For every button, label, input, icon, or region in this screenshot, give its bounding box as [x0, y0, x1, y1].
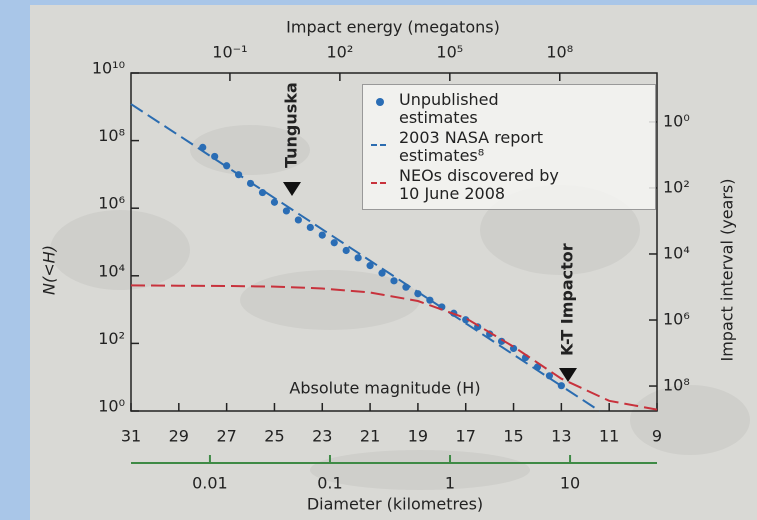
diameter-axis-label: Diameter (kilometres): [307, 495, 483, 514]
y-axis-label: N(<H): [40, 245, 59, 295]
y2-tick-label: 10⁸: [663, 376, 690, 395]
legend-marker: [369, 131, 391, 149]
x-tick-label: 13: [551, 427, 571, 446]
x-tick-label: 17: [456, 427, 476, 446]
x-tick-label: 25: [264, 427, 284, 446]
diameter-tick-label: 1: [445, 474, 455, 493]
y-tick-label: 10⁸: [98, 126, 125, 145]
top-tick-label: 10⁻¹: [212, 43, 247, 62]
data-point: [271, 199, 278, 206]
diameter-tick-label: 10: [560, 474, 580, 493]
legend-label: 2003 NASA report estimates⁸: [399, 129, 569, 165]
annotation: Tunguska: [282, 82, 301, 168]
y2-axis-label: Impact interval (years): [718, 178, 737, 361]
chart: 10⁰ 10² 10⁴ 10⁶ 10⁸ 10¹⁰ N(<H) 10⁰ 10² 10⁴ 10⁶ 10⁸ I…: [0, 0, 757, 520]
y-tick-label: 10⁶: [98, 194, 125, 213]
top-axis-label: Impact energy (megatons): [286, 18, 500, 37]
page: 10⁰ 10² 10⁴ 10⁶ 10⁸ 10¹⁰ N(<H) 10⁰ 10² 10⁴ 10⁶ 10⁸ I…: [0, 0, 757, 520]
x-tick-label: 11: [599, 427, 619, 446]
legend-label: NEOs discovered by 10 June 2008: [399, 167, 569, 203]
diameter-tick-label: 0.01: [192, 474, 228, 493]
legend-marker: [369, 93, 391, 111]
top-tick-label: 10⁸: [546, 43, 573, 62]
x-tick-label: 9: [652, 427, 662, 446]
y-tick-label: 10¹⁰: [92, 59, 125, 78]
y2-tick-label: 10⁰: [663, 111, 690, 130]
legend-marker: [369, 169, 391, 187]
x-tick-label: 15: [503, 427, 523, 446]
data-point: [295, 216, 302, 223]
diameter-tick-label: 0.1: [317, 474, 342, 493]
y-tick-label: 10⁰: [98, 397, 125, 416]
y-tick-label: 10²: [98, 329, 125, 348]
x-tick-label: 23: [312, 427, 332, 446]
legend-label: Unpublished estimates: [399, 91, 569, 127]
top-tick-label: 10⁵: [436, 43, 463, 62]
y-tick-label: 10⁴: [98, 261, 125, 280]
x-tick-label: 29: [169, 427, 189, 446]
legend-entry: 2003 NASA report estimates⁸: [369, 129, 649, 165]
data-point: [307, 224, 314, 231]
data-point: [319, 232, 326, 239]
x-tick-label: 27: [216, 427, 236, 446]
data-point: [390, 277, 397, 284]
legend-dot: [376, 98, 384, 106]
annotation: K-T Impactor: [558, 243, 577, 356]
y2-tick-label: 10⁶: [663, 310, 690, 329]
x-axis-label: Absolute magnitude (H): [289, 379, 480, 398]
x-tick-label: 19: [408, 427, 428, 446]
top-tick-label: 10²: [326, 43, 353, 62]
legend-entry: NEOs discovered by 10 June 2008: [369, 167, 649, 203]
legend-entry: Unpublished estimates: [369, 91, 649, 127]
y2-tick-label: 10⁴: [663, 243, 690, 262]
data-point: [343, 247, 350, 254]
x-tick-label: 21: [360, 427, 380, 446]
data-point: [355, 254, 362, 261]
data-point: [331, 239, 338, 246]
y2-tick-label: 10²: [663, 177, 690, 196]
x-tick-label: 31: [121, 427, 141, 446]
